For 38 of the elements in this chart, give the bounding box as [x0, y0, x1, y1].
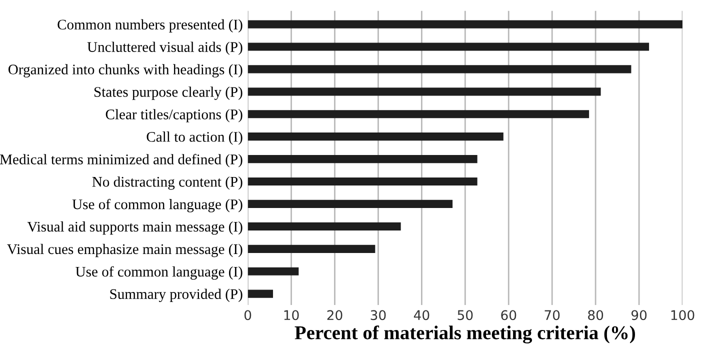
bar — [248, 177, 478, 186]
x-tick-label: 60 — [501, 310, 516, 320]
bar — [248, 155, 478, 164]
bar — [248, 110, 590, 118]
y-tick-label: No distracting content (P) — [92, 176, 242, 190]
y-tick-label: Call to action (I) — [146, 132, 242, 145]
x-tick-label: 100 — [671, 310, 694, 320]
x-tick-label: 0 — [244, 310, 252, 320]
y-tick-label: Common numbers presented (I) — [58, 19, 242, 32]
x-tick-label: 80 — [588, 310, 604, 320]
y-tick-label: Clear titles/captions (P) — [106, 109, 242, 122]
x-tick-label: 70 — [544, 310, 560, 320]
x-tick-label: 20 — [327, 310, 342, 320]
bar — [248, 20, 683, 28]
y-tick-label: Summary provided (P) — [110, 288, 242, 302]
x-axis-title: Percent of materials meeting criteria (%) — [294, 325, 635, 344]
y-tick-label: States purpose clearly (P) — [94, 86, 242, 100]
bar — [248, 200, 453, 208]
x-tick-label: 10 — [284, 310, 299, 320]
y-tick-label: Uncluttered visual aids (P) — [87, 42, 242, 55]
bar — [248, 132, 504, 141]
bar — [248, 267, 299, 276]
y-tick-label: Use of common language (I) — [76, 266, 242, 280]
bar — [248, 42, 650, 51]
x-tick-label: 40 — [414, 310, 430, 320]
bar — [248, 244, 376, 253]
bar — [248, 290, 274, 298]
y-tick-label: Visual cues emphasize main message (I) — [7, 244, 242, 258]
y-tick-label: Use of common language (P) — [72, 198, 242, 212]
x-tick-label: 30 — [370, 310, 386, 320]
x-tick-label: 50 — [458, 310, 473, 320]
bar — [248, 88, 601, 96]
y-tick-label: Medical terms minimized and defined (P) — [0, 154, 242, 168]
y-tick-label: Visual aid supports main message (I) — [27, 221, 242, 235]
y-tick-label: Organized into chunks with headings (I) — [8, 64, 242, 78]
bar — [248, 65, 632, 74]
x-tick-label: 90 — [631, 310, 647, 320]
bar — [248, 222, 401, 230]
